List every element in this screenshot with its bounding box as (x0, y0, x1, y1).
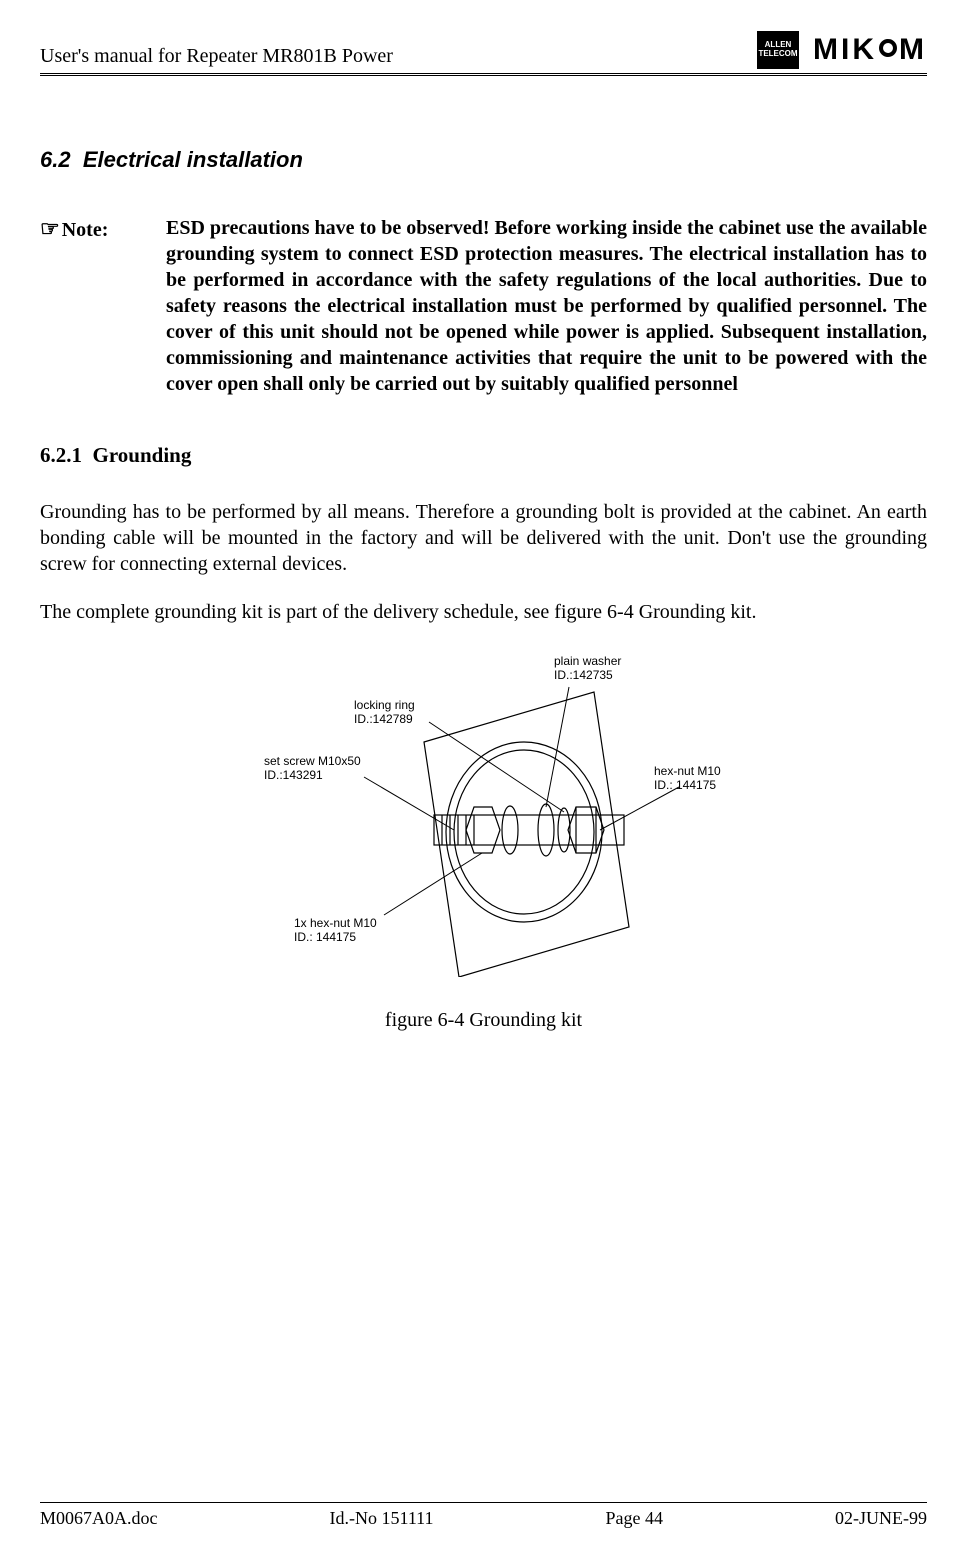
subsection-number: 6.2.1 (40, 443, 82, 467)
document-page: User's manual for Repeater MR801B Power … (0, 0, 967, 1554)
mikom-dot-icon (879, 39, 897, 57)
label-set-screw-l1: set screw M10x50 (264, 754, 361, 768)
label-hexnut-left-l1: 1x hex-nut M10 (294, 916, 377, 930)
subsection-heading: 6.2.1 Grounding (40, 442, 927, 469)
header-logos: ALLEN TELECOM MIK M (757, 30, 927, 69)
label-plain-washer-l1: plain washer (554, 654, 621, 668)
subsection-title: Grounding (93, 443, 192, 467)
note-block: ☞Note: ESD precautions have to be observ… (40, 215, 927, 397)
footer-id: Id.-No 151111 (330, 1507, 434, 1530)
section-heading: 6.2 Electrical installation (40, 146, 927, 175)
footer-page: Page 44 (605, 1507, 663, 1530)
section-number: 6.2 (40, 147, 71, 172)
label-locking-ring-l2: ID.:142789 (354, 712, 413, 726)
figure-container: plain washer ID.:142735 locking ring ID.… (40, 647, 927, 977)
label-set-screw-l2: ID.:143291 (264, 768, 323, 782)
body-paragraph-2: The complete grounding kit is part of th… (40, 599, 927, 625)
pointing-hand-icon: ☞ (40, 216, 60, 241)
allen-telecom-logo: ALLEN TELECOM (757, 31, 799, 69)
header-title: User's manual for Repeater MR801B Power (40, 43, 393, 69)
mikom-logo: MIK M (813, 30, 927, 69)
allen-line2: TELECOM (758, 50, 797, 59)
body-paragraph-1: Grounding has to be performed by all mea… (40, 499, 927, 577)
grounding-kit-diagram: plain washer ID.:142735 locking ring ID.… (224, 647, 744, 977)
mikom-post: M (899, 30, 927, 69)
figure-caption: figure 6-4 Grounding kit (40, 1007, 927, 1033)
footer-doc: M0067A0A.doc (40, 1507, 158, 1530)
footer-date: 02-JUNE-99 (835, 1507, 927, 1530)
note-label-text: Note: (62, 219, 109, 241)
section-title: Electrical installation (83, 147, 303, 172)
page-footer: M0067A0A.doc Id.-No 151111 Page 44 02-JU… (40, 1502, 927, 1530)
mikom-pre: MIK (813, 30, 877, 69)
note-body: ESD precautions have to be observed! Bef… (166, 215, 927, 397)
label-hexnut-right-l2: ID.: 144175 (654, 778, 716, 792)
label-hexnut-left-l2: ID.: 144175 (294, 930, 356, 944)
page-header: User's manual for Repeater MR801B Power … (40, 30, 927, 76)
label-hexnut-right-l1: hex-nut M10 (654, 764, 721, 778)
note-label: ☞Note: (40, 215, 150, 397)
label-plain-washer-l2: ID.:142735 (554, 668, 613, 682)
label-locking-ring-l1: locking ring (354, 698, 415, 712)
